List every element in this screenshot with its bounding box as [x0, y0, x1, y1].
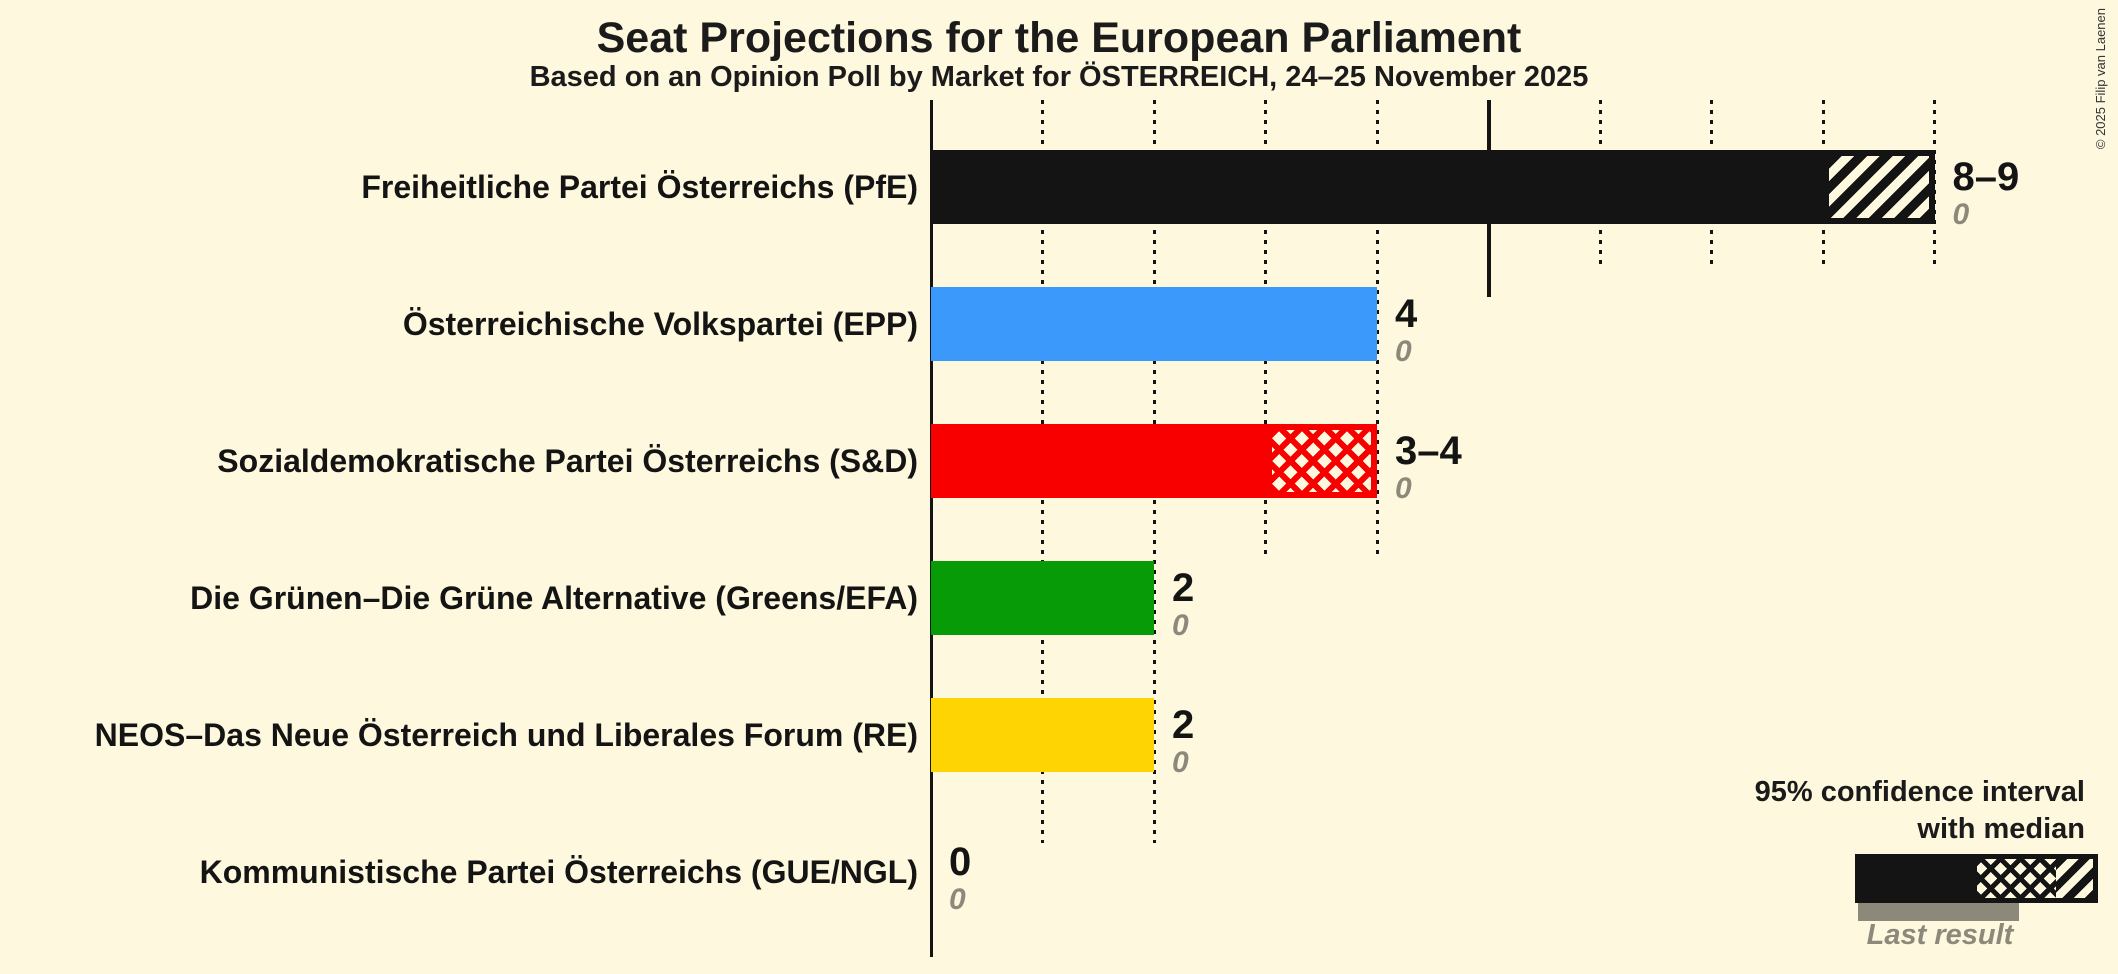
bar-median: [931, 150, 1823, 224]
party-label: NEOS–Das Neue Österreich und Liberales F…: [94, 717, 918, 753]
bar-confidence-interval: [1265, 424, 1377, 498]
party-label: Die Grünen–Die Grüne Alternative (Greens…: [190, 580, 918, 616]
bar-median: [931, 424, 1266, 498]
party-label: Kommunistische Partei Österreichs (GUE/N…: [199, 854, 918, 890]
chart-subtitle: Based on an Opinion Poll by Market for Ö…: [529, 61, 1589, 93]
seat-value: 3–4: [1395, 429, 1462, 473]
bar-median: [931, 698, 1154, 772]
seat-value: 8–9: [1952, 155, 2020, 199]
y-axis-line: [929, 100, 933, 957]
copyright-note: © 2025 Filip van Laenen: [2093, 8, 2108, 150]
party-label: Sozialdemokratische Partei Österreichs (…: [217, 443, 918, 479]
last-result-value: 0: [1952, 198, 1970, 231]
last-result-value: 0: [949, 883, 966, 916]
gridline-seat-9: [1933, 100, 1936, 266]
party-label: Österreichische Volkspartei (EPP): [402, 306, 918, 342]
legend-ci-label-line2: with median: [1917, 813, 2085, 845]
last-result-value: 0: [1395, 472, 1412, 505]
seat-value: 4: [1395, 292, 1418, 336]
legend-last-result-label: Last result: [1866, 919, 2014, 951]
gridline-seat-4: [1375, 100, 1379, 557]
seat-value: 2: [1172, 566, 1195, 610]
bar-confidence-interval: [1823, 150, 1935, 224]
legend-diagonal-segment: [2056, 859, 2093, 898]
last-result-value: 0: [1172, 609, 1189, 642]
bar-median: [931, 287, 1377, 361]
last-result-value: 0: [1172, 746, 1189, 779]
legend-last-result-bar: [1858, 903, 2019, 921]
legend-solid-segment: [1860, 859, 1977, 898]
seat-value: 2: [1172, 703, 1195, 747]
chart-title: Seat Projections for the European Parlia…: [596, 14, 1522, 62]
seat-value: 0: [949, 840, 972, 884]
bar-median: [931, 561, 1154, 635]
last-result-value: 0: [1395, 335, 1412, 368]
legend-ci-label-line1: 95% confidence interval: [1754, 776, 2085, 808]
legend-crosshatch-segment: [1977, 859, 2056, 898]
legend-ci-bar: [1855, 854, 2098, 903]
party-label: Freiheitliche Partei Österreichs (PfE): [361, 169, 918, 205]
